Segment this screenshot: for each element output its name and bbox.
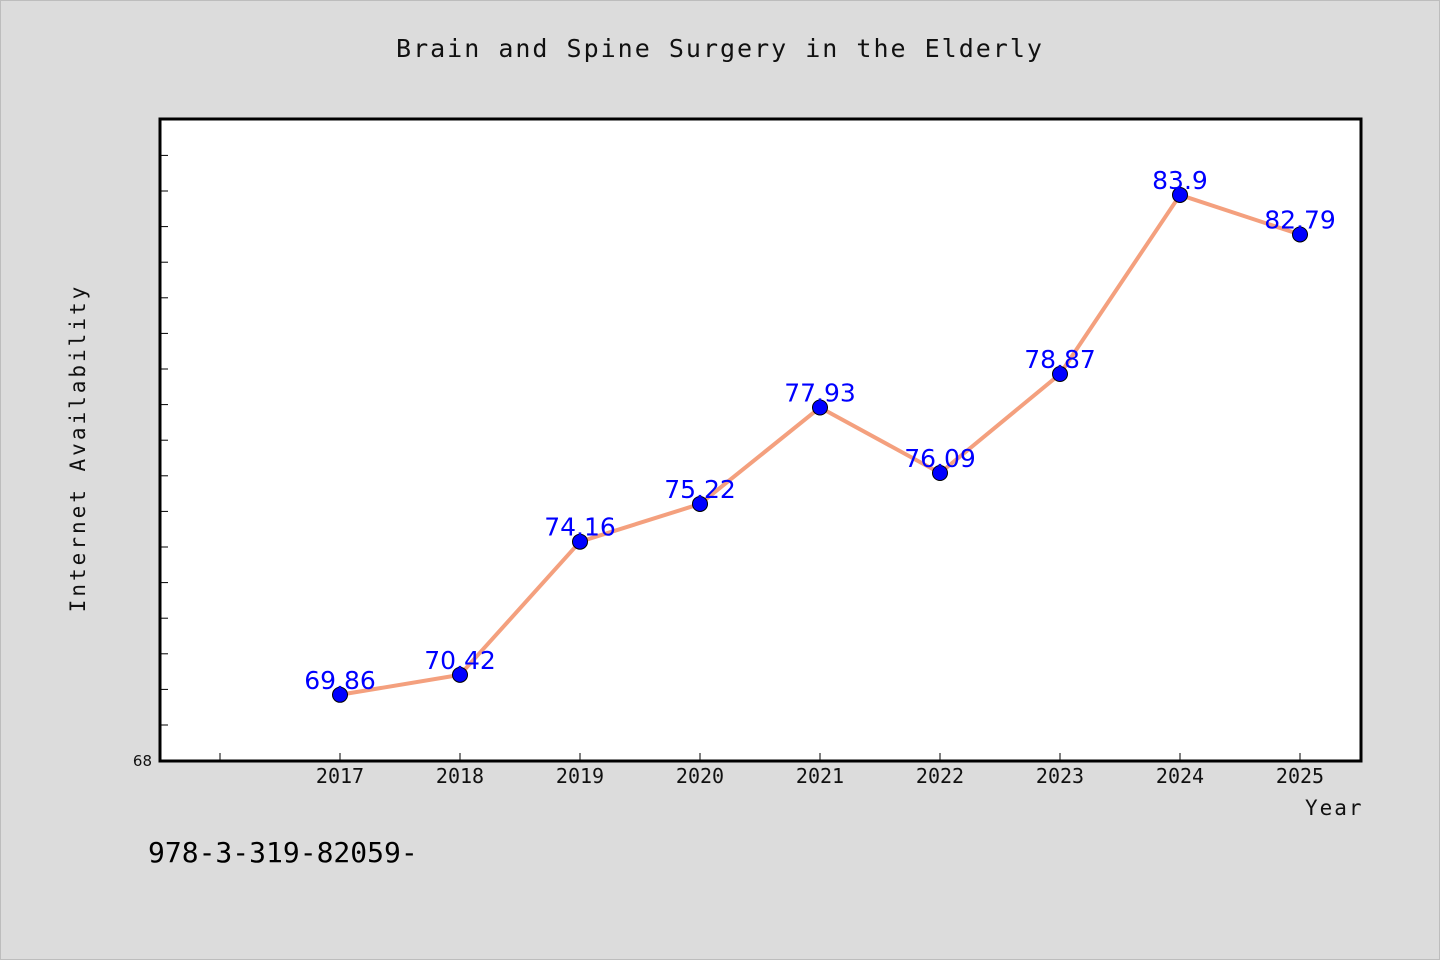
- x-axis-label: Year: [1305, 796, 1364, 820]
- data-point: [332, 686, 348, 703]
- data-label: 75.22: [664, 475, 736, 504]
- data-label: 78.87: [1024, 345, 1096, 374]
- x-tick-label: 2025: [1276, 764, 1324, 788]
- x-tick-label: 2018: [436, 764, 484, 788]
- data-label: 83.9: [1152, 166, 1208, 195]
- data-point: [812, 399, 828, 416]
- data-point: [692, 495, 708, 512]
- data-point: [1172, 186, 1188, 203]
- data-point: [1052, 366, 1068, 383]
- x-tick-label: 2021: [796, 764, 844, 788]
- x-tick-label: 2019: [556, 764, 604, 788]
- x-tick-label: 2022: [916, 764, 964, 788]
- chart-title: Brain and Spine Surgery in the Elderly: [396, 34, 1044, 63]
- data-point: [1292, 226, 1308, 243]
- x-tick-label: 2023: [1036, 764, 1084, 788]
- x-tick-label: 2017: [316, 764, 364, 788]
- x-tick-label: 2024: [1156, 764, 1204, 788]
- data-label: 82.79: [1264, 205, 1336, 234]
- plot-area: [158, 117, 1363, 763]
- data-label: 74.16: [544, 513, 616, 542]
- x-tick-label: 2020: [676, 764, 724, 788]
- footer-text: 978-3-319-82059-: [148, 836, 418, 869]
- data-point: [572, 533, 588, 550]
- data-point: [932, 464, 948, 481]
- data-label: 76.09: [904, 444, 976, 473]
- data-label: 77.93: [784, 378, 856, 407]
- y-tick-label: 68: [133, 752, 152, 770]
- data-point: [452, 666, 468, 683]
- data-label: 69.86: [304, 666, 376, 695]
- data-label: 70.42: [424, 646, 496, 675]
